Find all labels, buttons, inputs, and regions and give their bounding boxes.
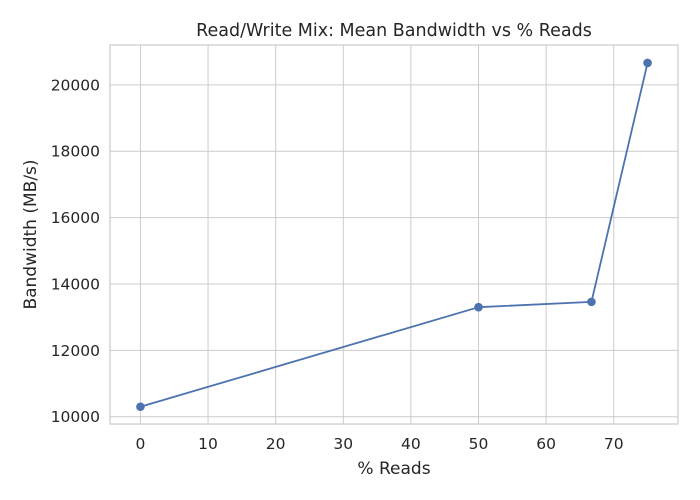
grid	[110, 45, 678, 424]
data-point	[474, 302, 483, 312]
chart-title: Read/Write Mix: Mean Bandwidth vs % Read…	[196, 21, 592, 41]
x-tick-label: 0	[135, 435, 145, 453]
x-tick-label: 10	[198, 435, 218, 453]
y-tick-label: 10000	[51, 408, 100, 426]
y-tick-label: 12000	[51, 342, 100, 360]
x-tick-label: 70	[604, 435, 624, 453]
x-tick-label: 30	[333, 435, 353, 453]
y-tick-label: 18000	[51, 143, 100, 161]
series-layer	[136, 58, 652, 412]
x-axis-title: % Reads	[357, 459, 430, 479]
x-tick-label: 40	[401, 435, 421, 453]
y-tick-label: 20000	[51, 76, 100, 94]
y-axis-title: Bandwidth (MB/s)	[21, 159, 41, 309]
data-point	[136, 402, 145, 412]
x-tick-label: 50	[469, 435, 489, 453]
axes-frame	[109, 44, 679, 425]
y-axis-ticks: 10000 12000 14000 16000 18000 20000	[51, 76, 100, 426]
data-point	[643, 58, 652, 68]
data-point	[587, 297, 596, 307]
series-line	[139, 62, 649, 408]
y-tick-label: 16000	[51, 209, 100, 227]
x-tick-label: 60	[536, 435, 556, 453]
x-axis-ticks: 0 10 20 30 40 50 60 70	[135, 435, 623, 453]
y-tick-label: 14000	[51, 275, 100, 293]
x-tick-label: 20	[266, 435, 286, 453]
